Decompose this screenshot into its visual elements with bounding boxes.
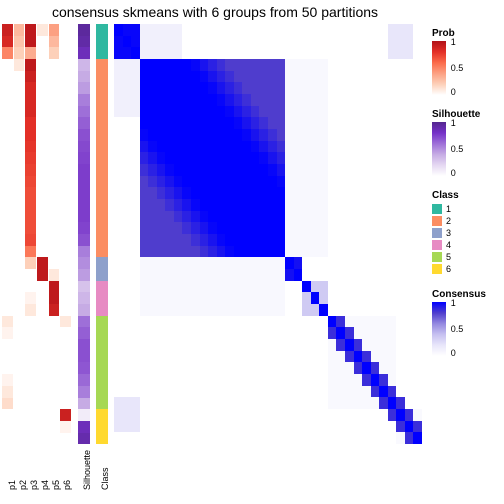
tick: 1 (451, 118, 456, 128)
axis-label: p6 (62, 480, 72, 490)
class-legend-title: Class (432, 190, 502, 201)
axis-label: p1 (7, 480, 17, 490)
tick: 1 (451, 37, 456, 47)
axis-label: p3 (29, 480, 39, 490)
tick: 0.5 (451, 63, 464, 73)
plot-title: consensus skmeans with 6 groups from 50 … (0, 4, 430, 20)
class-legend-item: 3 (432, 227, 502, 239)
class-legend: Class 123456 (432, 190, 502, 275)
silhouette-track (78, 24, 90, 444)
plot-area (2, 24, 422, 444)
tick: 0 (451, 87, 456, 97)
tick: 0.5 (451, 324, 464, 334)
class-track (96, 24, 108, 444)
axis-label: p2 (18, 480, 28, 490)
tick: 1 (451, 298, 456, 308)
consensus-legend-title: Consensus (432, 289, 502, 300)
class-legend-item: 6 (432, 263, 502, 275)
class-legend-item: 1 (432, 203, 502, 215)
silhouette-legend-title: Silhouette (432, 109, 502, 120)
legends-panel: Prob 1 0.5 0 Silhouette 1 0.5 0 Class 12… (432, 28, 502, 370)
prob-legend: Prob 1 0.5 0 (432, 28, 502, 95)
consensus-legend: Consensus 1 0.5 0 (432, 289, 502, 356)
axis-label: p5 (51, 480, 61, 490)
axis-label: Class (100, 467, 110, 490)
axis-label: p4 (40, 480, 50, 490)
prob-legend-title: Prob (432, 28, 502, 39)
tick: 0 (451, 348, 456, 358)
consensus-gradient-icon (432, 302, 446, 356)
class-legend-item: 2 (432, 215, 502, 227)
prob-tracks (2, 24, 72, 444)
silhouette-legend: Silhouette 1 0.5 0 (432, 109, 502, 176)
axis-label: Silhouette (82, 450, 92, 490)
silhouette-gradient-icon (432, 122, 446, 176)
prob-gradient-icon (432, 41, 446, 95)
consensus-heatmap (114, 24, 422, 444)
tick: 0 (451, 168, 456, 178)
tick: 0.5 (451, 144, 464, 154)
class-legend-item: 4 (432, 239, 502, 251)
class-legend-item: 5 (432, 251, 502, 263)
